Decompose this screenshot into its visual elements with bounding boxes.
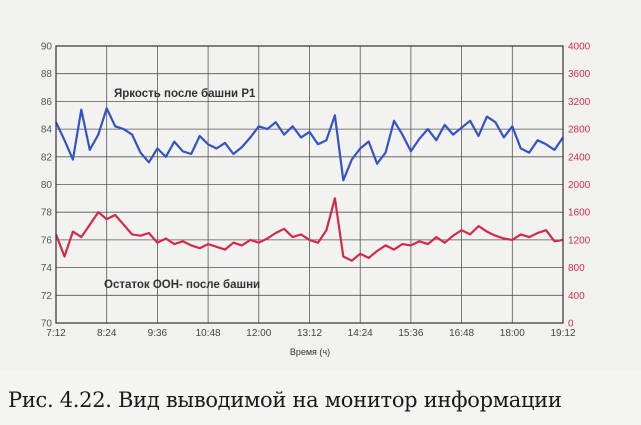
chart-figure: 70 72 74 76 78 80 82 84 86 88 90 0 400 800 1200 1600 20… [40, 41, 591, 358]
left-axis-ticks: 70 72 74 76 78 80 82 84 86 88 90 [41, 42, 53, 330]
left-tick-label: 72 [41, 291, 53, 302]
left-tick-label: 78 [41, 208, 53, 219]
left-tick-label: 74 [41, 263, 53, 274]
left-tick-label: 80 [41, 180, 53, 191]
series-line-brightness [55, 107, 564, 182]
left-tick-label: 88 [41, 69, 53, 80]
left-tick-label: 84 [41, 125, 53, 136]
right-tick-label: 4000 [568, 42, 591, 53]
right-tick-label: 0 [568, 319, 574, 330]
right-tick-label: 1600 [568, 208, 591, 219]
left-tick-label: 70 [41, 319, 53, 330]
figure-caption: Рис. 4.22. Вид выводимой на монитор инфо… [8, 388, 562, 412]
series-layer [54, 107, 564, 262]
right-tick-label: 2400 [568, 152, 591, 163]
x-tick-label: 7:12 [46, 328, 66, 339]
right-tick-label: 3200 [568, 97, 591, 108]
left-tick-label: 76 [41, 235, 53, 246]
right-tick-label: 1200 [568, 235, 591, 246]
series-label-residual: Остаток ООН- после башни [104, 279, 260, 291]
right-tick-label: 400 [568, 291, 585, 302]
left-tick-label: 86 [41, 97, 53, 108]
x-tick-label: 8:24 [97, 328, 117, 339]
series-line-residual [54, 197, 564, 262]
x-tick-label: 15:36 [398, 328, 423, 339]
left-tick-label: 82 [41, 152, 53, 163]
right-tick-label: 2800 [568, 125, 591, 136]
series-label-brightness: Яркость после башни Р1 [114, 88, 256, 100]
x-tick-label: 13:12 [297, 328, 322, 339]
right-tick-label: 3600 [568, 69, 591, 80]
x-axis-label: Время (ч) [290, 347, 330, 357]
line-chart: 70 72 74 76 78 80 82 84 86 88 90 0 400 800 1200 1600 20… [41, 42, 591, 358]
left-tick-label: 90 [41, 42, 53, 53]
x-tick-label: 14:24 [348, 328, 373, 339]
x-tick-label: 12:00 [246, 328, 271, 339]
x-tick-label: 18:00 [500, 328, 525, 339]
x-tick-label: 16:48 [449, 328, 474, 339]
x-tick-label: 19:12 [550, 328, 575, 339]
plot-frame [55, 45, 564, 324]
x-tick-label: 10:48 [196, 328, 221, 339]
right-tick-label: 2000 [568, 180, 591, 191]
right-tick-label: 800 [568, 263, 585, 274]
x-tick-label: 9:36 [148, 328, 168, 339]
right-axis-ticks: 0 400 800 1200 1600 2000 2400 2800 3200 3600 4000 [568, 42, 591, 330]
x-axis-ticks: 7:12 8:24 9:36 10:48 12:00 13:12 14:24 15:36 16:… [46, 328, 576, 339]
